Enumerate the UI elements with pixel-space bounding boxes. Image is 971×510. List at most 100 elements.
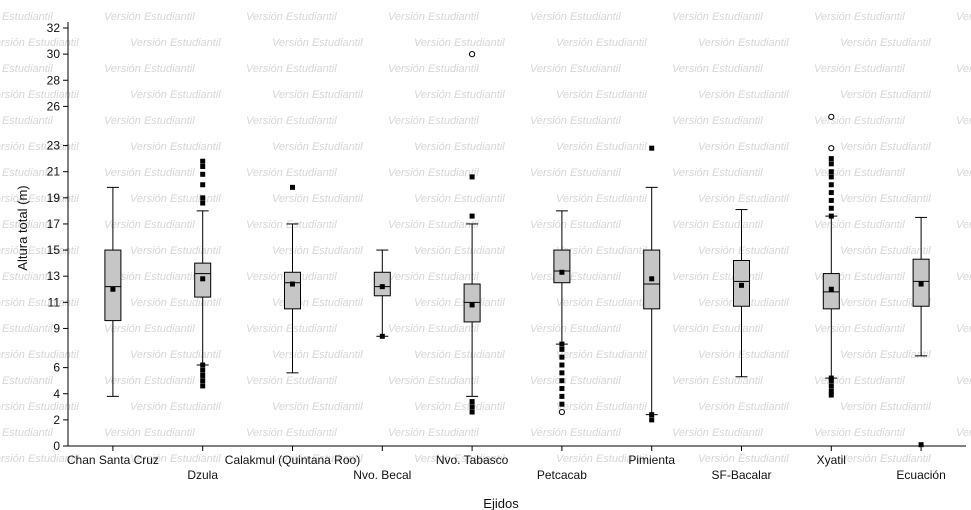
mean-marker xyxy=(290,281,295,287)
watermark-text: Versión Estudiantil xyxy=(246,323,337,335)
watermark-text: Versión Estudiantil xyxy=(104,427,195,439)
watermark-text: Versión Estudiantil xyxy=(246,63,337,75)
outlier-point xyxy=(559,346,565,352)
watermark-text: Versión Estudiantil xyxy=(104,115,195,127)
outlier-point xyxy=(469,404,475,410)
extreme-point xyxy=(828,113,835,120)
watermark-text: Versión Estudiantil xyxy=(530,167,621,179)
outlier-point xyxy=(469,409,475,415)
outlier-point xyxy=(559,393,565,399)
outlier-point xyxy=(828,383,834,389)
box-group xyxy=(373,249,391,339)
watermark-text: Versión Estudiantil xyxy=(814,375,905,387)
watermark-text: Versión Estudiantil xyxy=(672,323,763,335)
watermark-text: Versión Estudiantil xyxy=(0,427,53,439)
outlier-point xyxy=(200,372,206,378)
outlier-point xyxy=(200,378,206,384)
watermark-text: Versión Estudiantil xyxy=(104,375,195,387)
mean-marker xyxy=(379,284,385,290)
category-label: Dzula xyxy=(187,468,218,482)
category-label: Petcacab xyxy=(537,468,587,482)
watermark-text: Versión Estudiantil xyxy=(0,63,53,75)
y-axis-label: Altura total (m) xyxy=(15,185,30,270)
watermark-text: Versión Estudiantil xyxy=(388,167,479,179)
outlier-point xyxy=(559,378,565,384)
watermark-text: Versión Estudiantil xyxy=(104,323,195,335)
watermark-text: Versión Estudiantil xyxy=(388,219,479,231)
box-group xyxy=(822,113,840,398)
watermark-text: Versión Estudiantil xyxy=(840,193,931,205)
watermark-text: Versión Estudiantil xyxy=(840,89,931,101)
watermark-text: Versión Estudiantil xyxy=(104,11,195,23)
y-tick-label: 17 xyxy=(47,217,61,231)
watermark-text: Versión Estudiantil xyxy=(130,141,221,153)
watermark-text: Versión Estudiantil xyxy=(246,427,337,439)
watermark-text: Versión Estudiantil xyxy=(0,141,79,153)
mean-marker xyxy=(649,276,655,282)
watermark-text: Versión Estudiantil xyxy=(556,89,647,101)
outlier-point xyxy=(828,169,834,175)
watermark-text: Versión Estudiantil xyxy=(840,37,931,49)
watermark-text: Versión Estudiantil xyxy=(246,11,337,23)
watermark-text: Versión Estudiantil xyxy=(530,271,621,283)
watermark-text: Versión Estudiantil xyxy=(0,245,79,257)
watermark-text: Versión Estudiantil xyxy=(414,89,505,101)
extreme-point xyxy=(558,408,566,416)
watermark-text: Versión Estudiantil xyxy=(0,297,79,309)
watermark-text: Versión Estudiantil xyxy=(130,89,221,101)
category-label: Ecuación xyxy=(896,468,945,482)
watermark-text: Versión Estudiantil xyxy=(556,193,647,205)
watermark-text: Versión Estudiantil xyxy=(556,453,647,465)
box-series xyxy=(104,51,930,448)
y-tick-label: 0 xyxy=(53,439,60,453)
mean-marker xyxy=(828,286,834,292)
watermark-text: Versión Estudiantil xyxy=(414,37,505,49)
mean-marker xyxy=(110,286,116,292)
watermark-text: Versión Estudiantil xyxy=(556,349,647,361)
outlier-point xyxy=(379,333,385,339)
watermark-text: Versión Estudiantil xyxy=(530,323,621,335)
watermark-text: Versión Estudiantil xyxy=(414,349,505,361)
y-tick-label: 11 xyxy=(48,295,61,309)
y-tick-label: 4 xyxy=(53,387,60,401)
box-group xyxy=(284,184,301,374)
box-group xyxy=(104,186,122,397)
outlier-point xyxy=(559,354,565,360)
watermark-text: Versión Estudiantil xyxy=(272,401,363,413)
outlier-point xyxy=(828,213,834,219)
iqr-box xyxy=(373,271,391,297)
watermark-text: Versión Estudiantil xyxy=(388,63,479,75)
watermark-text: Versión Estudiantil xyxy=(130,401,221,413)
outlier-point xyxy=(469,213,475,219)
watermark-text: Versión Estudiantil xyxy=(956,63,971,75)
y-tick-label: 13 xyxy=(47,269,61,283)
watermark-text: Versión Estudiantil xyxy=(672,115,763,127)
watermark-text: Versión Estudiantil xyxy=(530,427,621,439)
watermark-text: Versión Estudiantil xyxy=(130,37,221,49)
extreme-point xyxy=(828,145,835,152)
outlier-point xyxy=(828,205,834,211)
watermark-text: Versión Estudiantil xyxy=(272,349,363,361)
y-ticks: 0 2 4 6 9 11 13 15 17 19 21 23 26 28 30 32 xyxy=(47,21,68,453)
watermark-text: Versión Estudiantil xyxy=(530,115,621,127)
watermark-text: Versión Estudiantil xyxy=(104,167,195,179)
outlier-point xyxy=(828,156,834,162)
outlier-point xyxy=(828,161,834,167)
watermark-text: Versión Estudiantil xyxy=(0,453,79,465)
outlier-point xyxy=(200,383,206,389)
watermark-text: Versión Estudiantil xyxy=(956,271,971,283)
iqr-box xyxy=(284,271,301,310)
watermark-text: Versión Estudiantil xyxy=(272,193,363,205)
watermark-text: Versión Estudiantil xyxy=(272,141,363,153)
watermark-text: Versión Estudiantil xyxy=(672,427,763,439)
watermark-text: Versión Estudiantil xyxy=(698,401,789,413)
y-tick-label: 6 xyxy=(53,361,60,375)
watermark-text: Versión Estudiantil xyxy=(530,219,621,231)
watermark-text: Versión Estudiantil xyxy=(956,427,971,439)
outlier-point xyxy=(559,401,565,407)
axes xyxy=(67,22,966,447)
watermark-text: Versión Estudiantil xyxy=(0,115,53,127)
watermark-text: Versión Estudiantil xyxy=(0,89,79,101)
watermark-text: Versión Estudiantil xyxy=(956,375,971,387)
category-label: SF-Bacalar xyxy=(711,468,771,482)
